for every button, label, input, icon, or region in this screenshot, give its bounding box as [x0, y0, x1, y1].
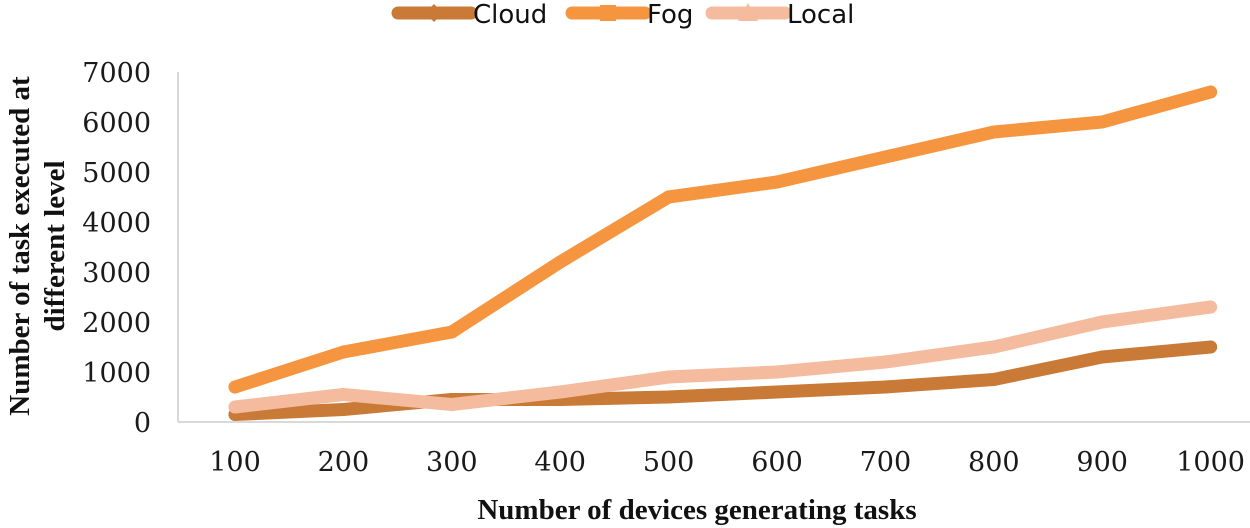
y-tick-label: 2000 — [82, 308, 151, 339]
data-point-fog — [1204, 85, 1218, 99]
x-tick-label: 400 — [534, 447, 586, 478]
triangle-marker-icon — [738, 3, 758, 21]
y-tick-label: 1000 — [82, 358, 151, 389]
x-tick-label: 600 — [751, 447, 803, 478]
data-point-fog — [228, 380, 242, 394]
data-point-local — [1095, 315, 1109, 329]
x-tick-label: 1000 — [1176, 447, 1245, 478]
y-tick-label: 6000 — [82, 108, 151, 139]
x-tick-label: 800 — [968, 447, 1020, 478]
x-tick-label: 100 — [209, 447, 261, 478]
data-point-cloud — [987, 373, 1001, 386]
y-axis-title-line2: different level — [39, 161, 71, 332]
x-tick-label: 500 — [643, 447, 695, 478]
data-point-fog — [336, 345, 350, 359]
series-line-local — [228, 300, 1218, 414]
data-point-fog — [445, 325, 459, 339]
y-tick-label: 3000 — [82, 258, 151, 289]
data-point-cloud — [336, 403, 350, 416]
data-point-local — [662, 370, 676, 384]
data-point-fog — [662, 190, 676, 204]
data-point-cloud — [1095, 350, 1109, 364]
data-point-cloud — [878, 380, 892, 394]
data-point-cloud — [1204, 340, 1218, 354]
data-point-fog — [1095, 115, 1109, 129]
legend-label: Local — [787, 0, 854, 30]
x-tick-label: 300 — [426, 447, 478, 478]
y-axis-title-line1: Number of task executed at — [4, 76, 36, 416]
x-axis-title: Number of devices generating tasks — [477, 494, 916, 526]
legend-label: Cloud — [473, 0, 547, 30]
legend-label: Fog — [647, 0, 693, 30]
legend-item-local: Local — [705, 0, 854, 30]
data-point-local — [770, 365, 784, 379]
y-tick-label: 7000 — [82, 58, 151, 89]
y-tick-label: 0 — [134, 408, 151, 439]
data-point-cloud — [770, 385, 784, 399]
square-marker-icon — [600, 5, 616, 21]
data-point-fog — [878, 150, 892, 164]
x-tick-labels: 100 200 300 400 500 600 700 800 900 1000 — [209, 447, 1245, 478]
data-point-cloud — [662, 390, 676, 404]
x-tick-label: 900 — [1076, 447, 1128, 478]
data-point-local — [987, 340, 1001, 354]
data-point-fog — [770, 175, 784, 189]
legend-item-cloud: Cloud — [391, 0, 547, 30]
data-point-fog — [987, 125, 1001, 139]
legend: Cloud Fog Local — [391, 0, 854, 30]
data-point-fog — [553, 255, 567, 269]
series-line-fog — [228, 85, 1218, 394]
x-tick-label: 700 — [860, 447, 912, 478]
data-point-local — [1204, 300, 1218, 314]
data-point-local — [336, 388, 350, 401]
diamond-marker-icon — [425, 4, 443, 22]
data-point-local — [228, 400, 242, 414]
y-tick-labels: 0 1000 2000 3000 4000 5000 6000 7000 — [82, 58, 151, 439]
x-tick-label: 200 — [318, 447, 370, 478]
series-layer — [228, 85, 1218, 421]
data-point-local — [553, 385, 567, 399]
data-point-local — [878, 355, 892, 369]
y-tick-label: 4000 — [82, 208, 151, 239]
y-tick-label: 5000 — [82, 158, 151, 189]
legend-item-fog: Fog — [565, 0, 693, 30]
data-point-local — [445, 398, 459, 411]
